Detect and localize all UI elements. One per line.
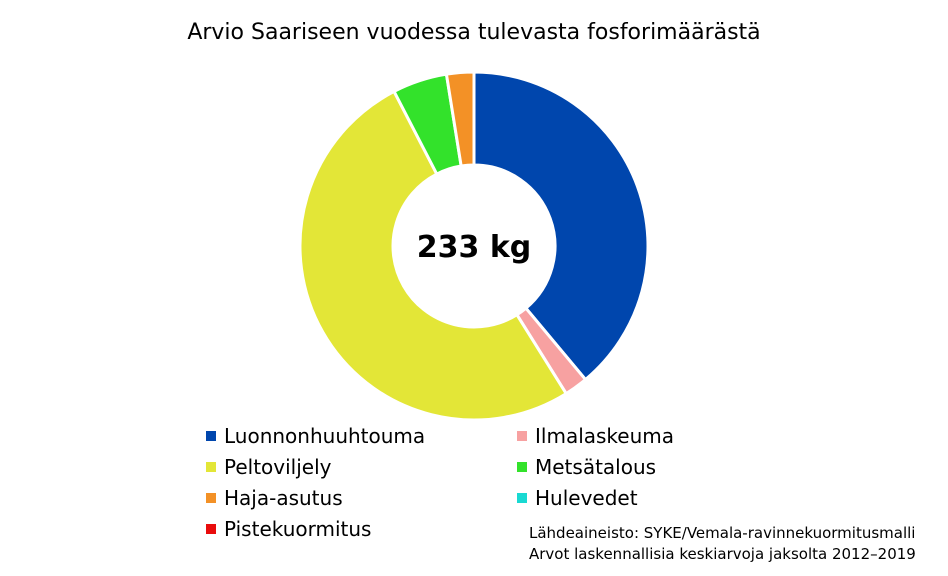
legend-item-metsatalous: Metsätalous [517,455,656,479]
legend: Luonnonhuuhtouma Ilmalaskeuma Peltoviljely… [206,424,674,541]
slice-haja-asutus [444,70,476,168]
legend-swatch [206,431,216,441]
legend-item-pistekuormitus: Pistekuormitus [206,517,371,541]
slice-luonnonhuuhtouma [472,70,650,382]
legend-item-luonnonhuuhtouma: Luonnonhuuhtouma [206,424,425,448]
legend-swatch [206,524,216,534]
slice-peltoviljely [298,89,568,422]
legend-item-hulevedet: Hulevedet [517,486,638,510]
source-line-2: Arvot laskennallisia keskiarvoja jaksolt… [529,545,916,563]
legend-label: Hulevedet [535,486,638,510]
legend-swatch [206,493,216,503]
legend-swatch [517,493,527,503]
legend-label: Ilmalaskeuma [535,424,674,448]
legend-swatch [206,462,216,472]
legend-label: Metsätalous [535,455,656,479]
source-line-1: Lähdeaineisto: SYKE/Vemala-ravinnekuormi… [529,524,915,542]
legend-label: Peltoviljely [224,455,332,479]
donut-slices [298,70,650,422]
legend-item-peltoviljely: Peltoviljely [206,455,332,479]
legend-item-haja-asutus: Haja-asutus [206,486,343,510]
center-total-label: 233 kg [417,230,532,265]
legend-item-ilmalaskeuma: Ilmalaskeuma [517,424,674,448]
legend-label: Haja-asutus [224,486,343,510]
legend-swatch [517,462,527,472]
legend-label: Luonnonhuuhtouma [224,424,425,448]
chart-title: Arvio Saariseen vuodessa tulevasta fosfo… [187,20,760,45]
legend-label: Pistekuormitus [224,517,371,541]
legend-swatch [517,431,527,441]
